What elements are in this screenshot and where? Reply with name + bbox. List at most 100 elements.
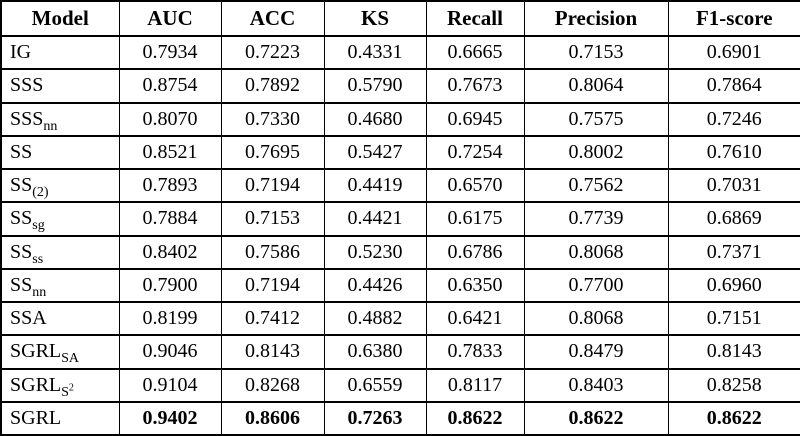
table-row: SGRL 0.9402 0.8606 0.7263 0.8622 0.8622 … (0, 400, 800, 436)
precision-value-cell: 0.7739 (523, 201, 669, 237)
ks-value-cell: 0.6380 (323, 334, 427, 370)
recall-value-cell: 0.6350 (425, 267, 525, 304)
acc-value-cell: 0.8606 (220, 400, 325, 436)
model-name: SGRL (10, 340, 62, 363)
f1-score-value-cell: 0.8622 (667, 400, 800, 436)
acc-value-cell: 0.7194 (220, 167, 325, 204)
model-name: SS (10, 273, 33, 296)
model-cell: SSS (0, 68, 120, 104)
model-name: SS (10, 207, 33, 230)
recall-value-cell: 0.7833 (425, 334, 525, 370)
model-subscript: nn (43, 118, 58, 134)
header-acc: ACC (220, 0, 325, 37)
precision-value-cell: 0.7575 (523, 101, 669, 137)
table-row: SSss 0.8402 0.7586 0.5230 0.6786 0.8068 … (0, 234, 800, 270)
table-row: SGRLS2 0.9104 0.8268 0.6559 0.8117 0.840… (0, 367, 800, 403)
auc-value-cell: 0.8402 (118, 234, 222, 270)
header-row: Model AUC ACC KS Recall Precision F1-sco… (0, 0, 800, 37)
auc-value-cell: 0.8754 (118, 68, 222, 104)
auc-value-cell: 0.7934 (118, 34, 222, 71)
recall-value-cell: 0.7673 (425, 68, 525, 104)
ks-value-cell: 0.4680 (323, 101, 427, 137)
table-row: SSSnn 0.8070 0.7330 0.4680 0.6945 0.7575… (0, 101, 800, 137)
model-name: SS (10, 140, 33, 163)
precision-value-cell: 0.7562 (523, 167, 669, 204)
model-cell: SSsg (0, 201, 120, 237)
model-name: SSA (10, 307, 47, 330)
acc-value-cell: 0.7412 (220, 300, 325, 337)
precision-value-cell: 0.8068 (523, 234, 669, 270)
table-row: SS 0.8521 0.7695 0.5427 0.7254 0.8002 0.… (0, 134, 800, 171)
model-subscript: sg (32, 218, 45, 234)
model-cell: SGRLS2 (0, 367, 120, 403)
ks-value-cell: 0.4882 (323, 300, 427, 337)
recall-value-cell: 0.6665 (425, 34, 525, 71)
acc-value-cell: 0.7695 (220, 134, 325, 171)
precision-value-cell: 0.8622 (523, 400, 669, 436)
table-row: IG 0.7934 0.7223 0.4331 0.6665 0.7153 0.… (0, 34, 800, 71)
header-f1-score: F1-score (667, 0, 800, 37)
acc-value-cell: 0.7223 (220, 34, 325, 71)
model-cell: SS (0, 134, 120, 171)
precision-value-cell: 0.8479 (523, 334, 669, 370)
header-model: Model (0, 0, 120, 37)
auc-value-cell: 0.8199 (118, 300, 222, 337)
acc-value-cell: 0.7194 (220, 267, 325, 304)
recall-value-cell: 0.8622 (425, 400, 525, 436)
model-cell: SS(2) (0, 167, 120, 204)
f1-score-value-cell: 0.6960 (667, 267, 800, 304)
auc-value-cell: 0.8521 (118, 134, 222, 171)
f1-score-value-cell: 0.7864 (667, 68, 800, 104)
table-row: SGRLSA 0.9046 0.8143 0.6380 0.7833 0.847… (0, 334, 800, 370)
model-cell: SSSnn (0, 101, 120, 137)
precision-value-cell: 0.8064 (523, 68, 669, 104)
ks-value-cell: 0.4419 (323, 167, 427, 204)
acc-value-cell: 0.7892 (220, 68, 325, 104)
auc-value-cell: 0.9046 (118, 334, 222, 370)
acc-value-cell: 0.8143 (220, 334, 325, 370)
acc-value-cell: 0.8268 (220, 367, 325, 403)
header-auc: AUC (118, 0, 222, 37)
model-subscript: nn (32, 284, 47, 300)
f1-score-value-cell: 0.7246 (667, 101, 800, 137)
recall-value-cell: 0.8117 (425, 367, 525, 403)
f1-score-value-cell: 0.7031 (667, 167, 800, 204)
table-row: SSnn 0.7900 0.7194 0.4426 0.6350 0.7700 … (0, 267, 800, 304)
auc-value-cell: 0.7900 (118, 267, 222, 304)
ks-value-cell: 0.4331 (323, 34, 427, 71)
header-recall: Recall (425, 0, 525, 37)
auc-value-cell: 0.9104 (118, 367, 222, 403)
model-cell: SSnn (0, 267, 120, 304)
ks-value-cell: 0.4426 (323, 267, 427, 304)
model-cell: IG (0, 34, 120, 71)
precision-value-cell: 0.8403 (523, 367, 669, 403)
precision-value-cell: 0.7153 (523, 34, 669, 71)
recall-value-cell: 0.6421 (425, 300, 525, 337)
model-name: IG (10, 41, 32, 64)
ks-value-cell: 0.5790 (323, 68, 427, 104)
table-row: SS(2) 0.7893 0.7194 0.4419 0.6570 0.7562… (0, 167, 800, 204)
ks-value-cell: 0.5427 (323, 134, 427, 171)
f1-score-value-cell: 0.6869 (667, 201, 800, 237)
ks-value-cell: 0.6559 (323, 367, 427, 403)
ks-value-cell: 0.7263 (323, 400, 427, 436)
model-subscript: S2 (61, 381, 74, 400)
precision-value-cell: 0.8002 (523, 134, 669, 171)
f1-score-value-cell: 0.8258 (667, 367, 800, 403)
recall-value-cell: 0.6570 (425, 167, 525, 204)
f1-score-value-cell: 0.7151 (667, 300, 800, 337)
model-cell: SSA (0, 300, 120, 337)
f1-score-value-cell: 0.6901 (667, 34, 800, 71)
model-name: SGRL (10, 373, 62, 396)
f1-score-value-cell: 0.8143 (667, 334, 800, 370)
ks-value-cell: 0.4421 (323, 201, 427, 237)
f1-score-value-cell: 0.7371 (667, 234, 800, 270)
auc-value-cell: 0.7893 (118, 167, 222, 204)
table-row: SSA 0.8199 0.7412 0.4882 0.6421 0.8068 0… (0, 300, 800, 337)
auc-value-cell: 0.8070 (118, 101, 222, 137)
recall-value-cell: 0.7254 (425, 134, 525, 171)
ks-value-cell: 0.5230 (323, 234, 427, 270)
model-subscript: ss (32, 251, 44, 267)
model-name: SGRL (10, 406, 62, 429)
